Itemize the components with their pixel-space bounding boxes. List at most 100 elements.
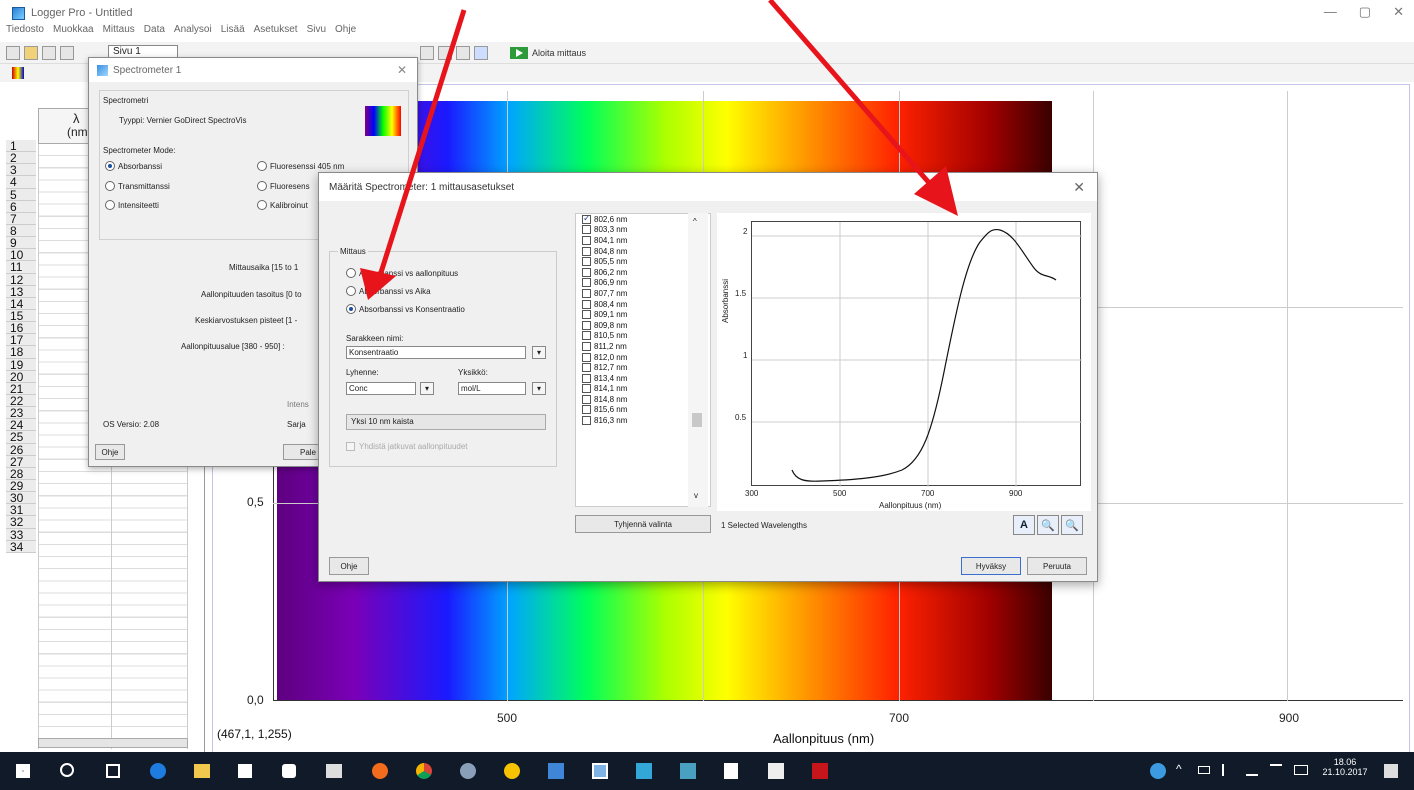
close-icon[interactable]: ✕ xyxy=(396,63,407,77)
chevron-down-icon[interactable]: ▾ xyxy=(532,346,546,359)
wavelength-checkbox[interactable] xyxy=(582,373,591,383)
fit-tool-icon[interactable] xyxy=(456,46,470,60)
menu-item[interactable]: Asetukset xyxy=(253,24,298,35)
maximize-button[interactable]: ▢ xyxy=(1358,4,1372,19)
wavelength-item[interactable]: 809,8 nm xyxy=(576,320,710,331)
spectrum-icon[interactable] xyxy=(12,67,24,79)
ok-button[interactable]: Hyväksy xyxy=(961,557,1021,575)
wavelength-checkbox[interactable] xyxy=(582,310,591,320)
wavelength-item[interactable]: 804,1 nm xyxy=(576,235,710,246)
band-select[interactable]: Yksi 10 nm kaista xyxy=(346,414,546,430)
new-file-icon[interactable] xyxy=(6,46,20,60)
wavelength-item[interactable]: 812,7 nm xyxy=(576,362,710,373)
help-button[interactable]: Ohje xyxy=(329,557,369,575)
autoscale-a-icon[interactable]: A xyxy=(1013,515,1035,535)
dropbox-icon[interactable] xyxy=(282,764,296,778)
clock[interactable]: 18.06 21.10.2017 xyxy=(1320,757,1370,777)
wavelength-checkbox[interactable] xyxy=(582,257,591,267)
wavelength-item[interactable]: 811,2 nm xyxy=(576,341,710,352)
wavelength-checkbox[interactable] xyxy=(582,225,591,235)
wavelength-checkbox[interactable] xyxy=(582,363,591,373)
short-name-input[interactable]: Conc xyxy=(346,382,416,395)
mode-radio-intensity[interactable]: Intensiteetti xyxy=(105,200,159,210)
column-name-input[interactable]: Konsentraatio xyxy=(346,346,526,359)
chrome-icon[interactable] xyxy=(416,763,432,779)
menu-item[interactable]: Sivu xyxy=(306,24,327,35)
network-icon[interactable] xyxy=(1270,764,1282,776)
document-icon[interactable] xyxy=(724,763,738,779)
cancel-button[interactable]: Peruuta xyxy=(1027,557,1087,575)
wavelength-checkbox[interactable] xyxy=(582,235,591,245)
norton-icon[interactable] xyxy=(504,763,520,779)
wavelength-checkbox[interactable] xyxy=(582,214,591,224)
mode-radio-absorbance[interactable]: Absorbanssi xyxy=(105,161,162,171)
chevron-down-icon[interactable]: ▾ xyxy=(532,382,546,395)
minimize-button[interactable]: — xyxy=(1323,4,1337,19)
explorer-icon[interactable] xyxy=(194,764,210,778)
wavelength-item[interactable]: 808,4 nm xyxy=(576,299,710,310)
scroll-up-icon[interactable]: ^ xyxy=(693,217,697,226)
scroll-thumb[interactable] xyxy=(692,413,702,427)
wavelength-checkbox[interactable] xyxy=(582,246,591,256)
image-icon[interactable] xyxy=(768,763,784,779)
units-input[interactable]: mol/L xyxy=(458,382,526,395)
keyboard-icon[interactable] xyxy=(1294,765,1308,775)
menu-item[interactable]: Muokkaa xyxy=(52,24,94,35)
pen-icon[interactable] xyxy=(1246,764,1258,776)
mode-radio-calibrated[interactable]: Kalibroinut xyxy=(257,200,308,210)
menu-item[interactable]: Mittaus xyxy=(102,24,135,35)
wavelength-checkbox[interactable] xyxy=(582,352,591,362)
wavelength-item[interactable]: 814,8 nm xyxy=(576,394,710,405)
menu-item[interactable]: Data xyxy=(143,24,165,35)
mode-radio-fluorescence[interactable]: Fluoresens xyxy=(257,181,310,191)
print-icon[interactable] xyxy=(60,46,74,60)
start-collection-button[interactable]: Aloita mittaus xyxy=(510,45,590,61)
wavelength-checkbox[interactable] xyxy=(582,278,591,288)
chevron-down-icon[interactable]: ▾ xyxy=(420,382,434,395)
close-icon[interactable]: ✕ xyxy=(1073,179,1085,195)
wavelength-checkbox[interactable] xyxy=(582,288,591,298)
tray-chevron-icon[interactable]: ^ xyxy=(1176,762,1182,776)
clear-selection-button[interactable]: Tyhjennä valinta xyxy=(575,515,711,533)
menu-item[interactable]: Lisää xyxy=(220,24,245,35)
scroll-down-icon[interactable]: v xyxy=(694,491,698,500)
wavelength-item[interactable]: 809,1 nm xyxy=(576,309,710,320)
wavelength-item[interactable]: 806,9 nm xyxy=(576,278,710,289)
wavelength-checkbox[interactable] xyxy=(582,394,591,404)
acrobat-icon[interactable] xyxy=(812,763,828,779)
notifications-icon[interactable] xyxy=(1384,764,1398,778)
wavelength-item[interactable]: 814,1 nm xyxy=(576,384,710,395)
zoom-out-icon[interactable]: 🔍 xyxy=(1061,515,1083,535)
app-icon[interactable] xyxy=(636,763,652,779)
wavelength-checkbox[interactable] xyxy=(582,331,591,341)
help-button[interactable]: Ohje xyxy=(95,444,125,460)
wavelength-item[interactable]: 806,2 nm xyxy=(576,267,710,278)
wavelength-item[interactable]: 813,4 nm xyxy=(576,373,710,384)
wavelength-checkbox[interactable] xyxy=(582,320,591,330)
wavelength-item[interactable]: 804,8 nm xyxy=(576,246,710,257)
analysis-tool-icon[interactable] xyxy=(438,46,452,60)
wavelength-item[interactable]: 807,7 nm xyxy=(576,288,710,299)
wavelength-list-scrollbar[interactable]: ^ v xyxy=(688,213,708,507)
battery-icon[interactable] xyxy=(1198,766,1210,774)
wavelength-item[interactable]: 812,0 nm xyxy=(576,352,710,363)
wavelength-checkbox[interactable] xyxy=(582,384,591,394)
search-icon[interactable] xyxy=(60,763,74,777)
volume-icon[interactable] xyxy=(1222,764,1234,776)
wavelength-checkbox[interactable] xyxy=(582,416,591,426)
app-icon[interactable] xyxy=(592,763,608,779)
radio-abs-vs-wavelength[interactable]: Absorbanssi vs aallonpituus xyxy=(346,268,458,278)
app-icon[interactable] xyxy=(548,763,564,779)
mode-radio-transmittance[interactable]: Transmittanssi xyxy=(105,181,170,191)
app-icon[interactable] xyxy=(460,763,476,779)
store-icon[interactable] xyxy=(238,764,252,778)
menu-item[interactable]: Tiedosto xyxy=(6,24,44,35)
menu-item[interactable]: Ohje xyxy=(335,24,357,35)
wavelength-checkbox[interactable] xyxy=(582,267,591,277)
wavelength-item[interactable]: 805,5 nm xyxy=(576,256,710,267)
mail-icon[interactable] xyxy=(326,764,342,778)
menu-item[interactable]: Analysoi xyxy=(173,24,212,35)
save-icon[interactable] xyxy=(42,46,56,60)
radio-abs-vs-time[interactable]: Absorbanssi vs Aika xyxy=(346,286,431,296)
windows-start-icon[interactable] xyxy=(16,764,30,778)
